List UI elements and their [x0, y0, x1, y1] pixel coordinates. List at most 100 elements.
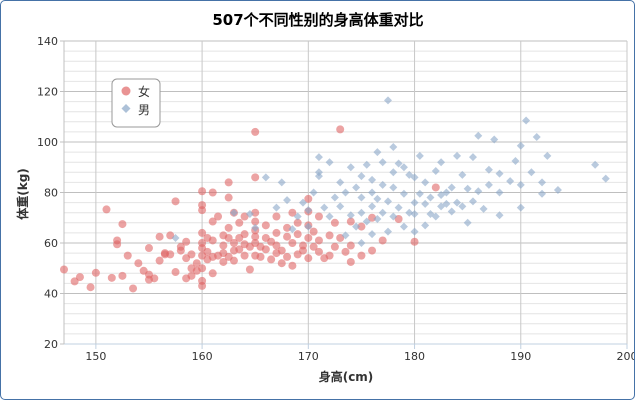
data-point-male[interactable]	[516, 180, 525, 189]
data-point-male[interactable]	[405, 170, 414, 179]
data-point-male[interactable]	[336, 202, 345, 211]
data-point-female[interactable]	[314, 247, 323, 256]
data-point-male[interactable]	[341, 231, 350, 240]
data-point-female[interactable]	[208, 236, 217, 245]
data-point-female[interactable]	[304, 254, 313, 263]
data-point-male[interactable]	[362, 217, 371, 226]
data-point-male[interactable]	[484, 180, 493, 189]
data-point-female[interactable]	[224, 178, 233, 187]
data-point-male[interactable]	[415, 189, 424, 198]
data-point-male[interactable]	[272, 203, 281, 212]
data-point-male[interactable]	[346, 163, 355, 172]
data-point-female[interactable]	[325, 251, 334, 260]
data-point-male[interactable]	[553, 185, 562, 194]
data-point-male[interactable]	[516, 141, 525, 150]
data-point-male[interactable]	[352, 183, 361, 192]
data-point-male[interactable]	[527, 168, 536, 177]
data-point-male[interactable]	[352, 222, 361, 231]
data-point-female[interactable]	[304, 194, 313, 203]
legend[interactable]: 女 男	[111, 78, 161, 128]
data-point-male[interactable]	[288, 225, 297, 234]
data-point-female[interactable]	[224, 193, 233, 202]
data-point-female[interactable]	[102, 205, 111, 214]
data-point-female[interactable]	[272, 212, 281, 221]
data-point-female[interactable]	[150, 274, 159, 283]
data-point-female[interactable]	[118, 271, 127, 280]
data-point-female[interactable]	[251, 127, 260, 136]
data-point-male[interactable]	[447, 207, 456, 216]
data-point-male[interactable]	[410, 209, 419, 218]
data-point-female[interactable]	[272, 228, 281, 237]
data-point-female[interactable]	[346, 241, 355, 250]
data-point-female[interactable]	[198, 187, 207, 196]
data-point-female[interactable]	[288, 208, 297, 217]
data-point-female[interactable]	[251, 208, 260, 217]
data-point-male[interactable]	[431, 167, 440, 176]
data-point-male[interactable]	[516, 203, 525, 212]
data-point-male[interactable]	[378, 208, 387, 217]
data-point-male[interactable]	[245, 209, 254, 218]
data-point-female[interactable]	[219, 257, 228, 266]
data-point-female[interactable]	[325, 231, 334, 240]
data-point-female[interactable]	[91, 268, 100, 277]
data-point-female[interactable]	[283, 223, 292, 232]
data-point-male[interactable]	[399, 189, 408, 198]
data-point-female[interactable]	[277, 259, 286, 268]
data-point-female[interactable]	[182, 237, 191, 246]
data-point-female[interactable]	[251, 173, 260, 182]
data-point-male[interactable]	[601, 174, 610, 183]
data-point-male[interactable]	[341, 188, 350, 197]
data-point-male[interactable]	[373, 148, 382, 157]
data-point-male[interactable]	[442, 199, 451, 208]
data-point-male[interactable]	[453, 151, 462, 160]
data-point-female[interactable]	[208, 217, 217, 226]
data-point-female[interactable]	[288, 239, 297, 247]
data-point-female[interactable]	[144, 244, 153, 253]
data-point-male[interactable]	[538, 178, 547, 187]
data-point-female[interactable]	[187, 250, 196, 259]
data-point-male[interactable]	[468, 197, 477, 206]
data-point-female[interactable]	[75, 273, 84, 282]
data-point-male[interactable]	[458, 170, 467, 179]
data-point-male[interactable]	[357, 239, 366, 247]
data-point-male[interactable]	[474, 187, 483, 196]
data-point-female[interactable]	[256, 252, 265, 261]
data-point-male[interactable]	[437, 158, 446, 167]
data-point-male[interactable]	[447, 183, 456, 192]
data-point-female[interactable]	[208, 269, 217, 278]
data-point-female[interactable]	[357, 222, 366, 231]
data-point-male[interactable]	[293, 212, 302, 221]
data-point-male[interactable]	[399, 163, 408, 172]
data-point-female[interactable]	[129, 284, 138, 293]
data-point-male[interactable]	[468, 153, 477, 162]
data-point-male[interactable]	[368, 175, 377, 184]
data-point-male[interactable]	[325, 212, 334, 221]
data-point-male[interactable]	[394, 203, 403, 212]
data-point-female[interactable]	[251, 232, 260, 241]
legend-label-female[interactable]: 女	[138, 84, 150, 99]
data-point-female[interactable]	[224, 223, 233, 232]
data-point-male[interactable]	[261, 173, 270, 182]
data-point-female[interactable]	[346, 217, 355, 226]
data-point-male[interactable]	[431, 212, 440, 221]
data-point-female[interactable]	[309, 227, 318, 236]
data-point-female[interactable]	[368, 246, 377, 255]
data-point-male[interactable]	[506, 177, 515, 186]
data-point-female[interactable]	[155, 256, 164, 265]
data-point-female[interactable]	[198, 264, 207, 273]
data-point-male[interactable]	[453, 198, 462, 207]
data-point-female[interactable]	[245, 265, 254, 274]
data-point-male[interactable]	[495, 188, 504, 197]
data-point-male[interactable]	[405, 208, 414, 217]
data-point-male[interactable]	[415, 151, 424, 160]
data-point-female[interactable]	[309, 242, 318, 251]
data-point-male[interactable]	[383, 227, 392, 236]
data-point-female[interactable]	[346, 257, 355, 266]
data-point-male[interactable]	[357, 208, 366, 217]
data-point-female[interactable]	[70, 277, 79, 286]
data-point-male[interactable]	[346, 211, 355, 220]
data-point-male[interactable]	[463, 184, 472, 193]
data-point-male[interactable]	[383, 96, 392, 105]
data-point-male[interactable]	[283, 196, 292, 205]
data-point-male[interactable]	[410, 198, 419, 207]
